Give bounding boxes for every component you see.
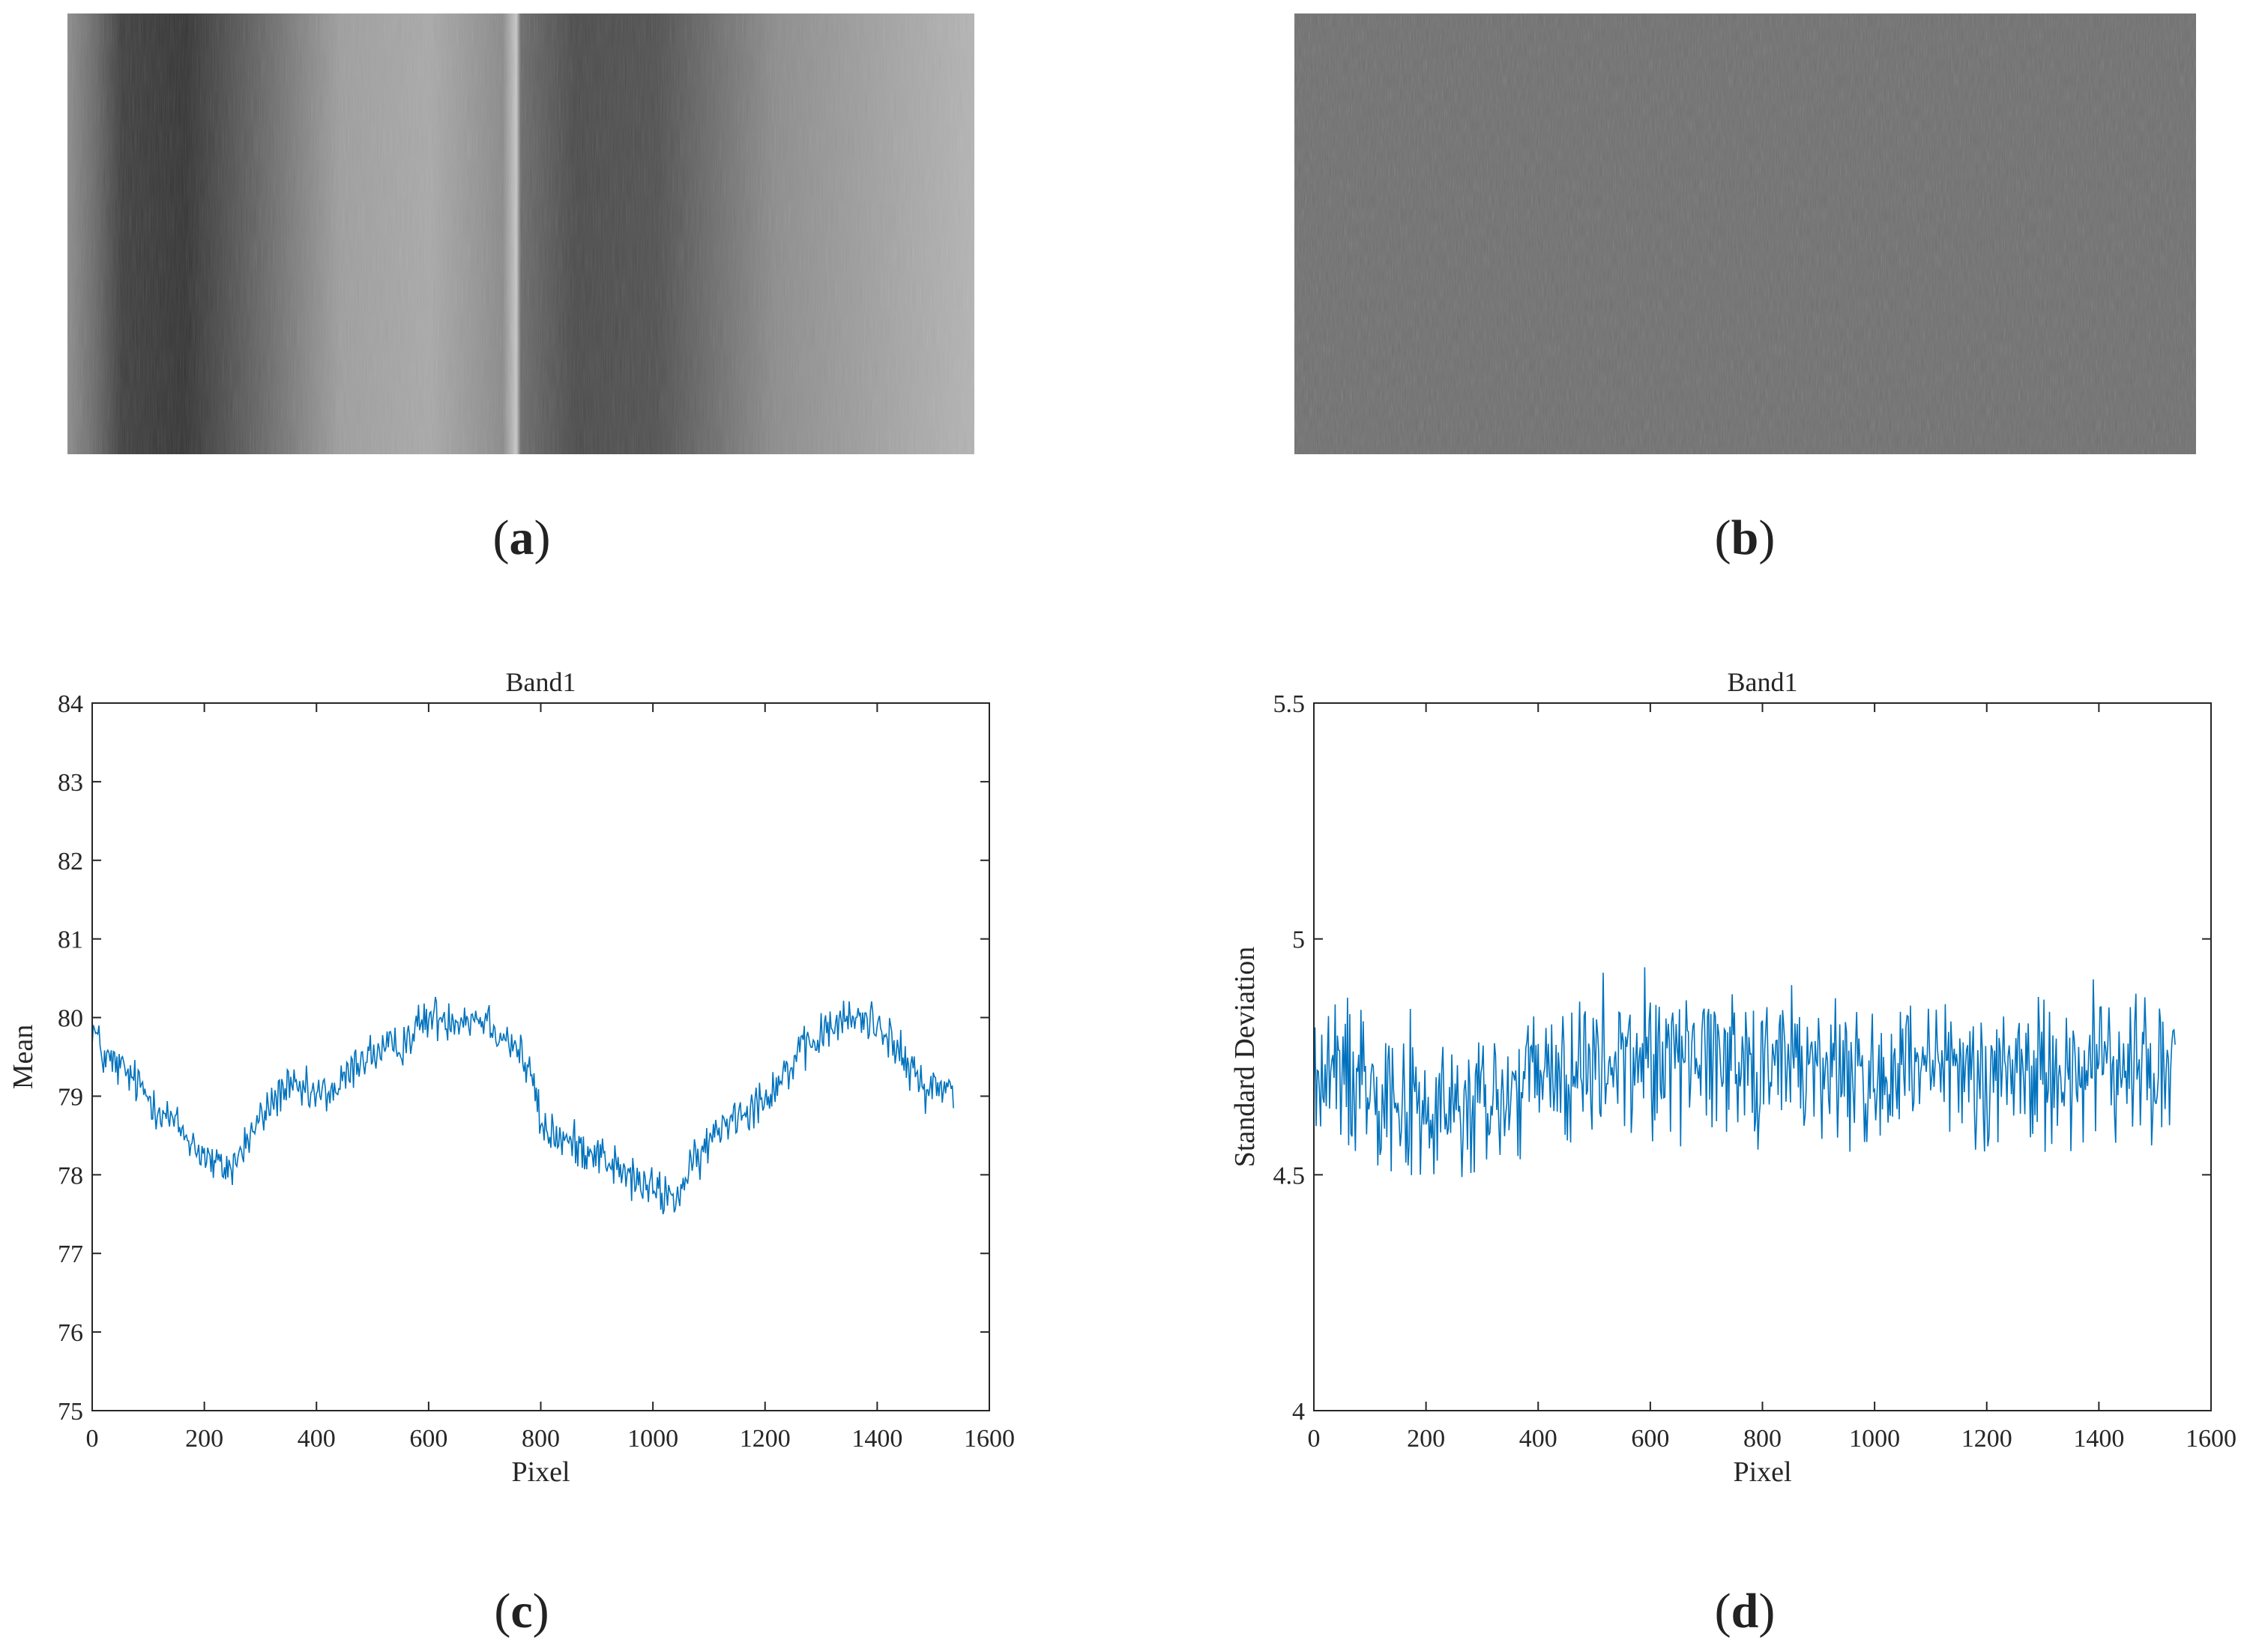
x-tick-label: 400 bbox=[1519, 1425, 1557, 1453]
x-tick-label: 1000 bbox=[627, 1425, 678, 1453]
chart-title: Band1 bbox=[506, 667, 576, 697]
y-tick-label: 4.5 bbox=[1273, 1162, 1306, 1190]
plot-frame bbox=[91, 702, 990, 1411]
y-tick-label: 81 bbox=[58, 926, 83, 954]
label-c: (c) bbox=[494, 1584, 549, 1639]
y-tick-label: 78 bbox=[58, 1162, 83, 1190]
x-axis-label: Pixel bbox=[1733, 1456, 1791, 1488]
x-tick-label: 1600 bbox=[964, 1425, 1015, 1453]
x-tick-label: 800 bbox=[522, 1425, 560, 1453]
y-tick-label: 84 bbox=[58, 690, 83, 718]
x-tick-label: 600 bbox=[409, 1425, 447, 1453]
y-tick-label: 80 bbox=[58, 1005, 83, 1033]
x-tick-label: 1400 bbox=[851, 1425, 902, 1453]
chart-title: Band1 bbox=[1728, 667, 1798, 697]
y-tick-label: 75 bbox=[58, 1398, 83, 1426]
x-tick-label: 200 bbox=[1407, 1425, 1445, 1453]
y-tick-label: 76 bbox=[58, 1319, 83, 1347]
chart-mean: 0 200 400 600 800 1000 1200 1400 1600 75 76 77 78 79 8… bbox=[7, 667, 1015, 1488]
image-b bbox=[1294, 13, 2196, 454]
x-tick-label: 1400 bbox=[2073, 1425, 2124, 1453]
x-tick-label: 1600 bbox=[2186, 1425, 2237, 1453]
series-line bbox=[91, 996, 954, 1215]
series-line bbox=[1313, 967, 2176, 1178]
label-d: (d) bbox=[1714, 1584, 1776, 1639]
label-a: (a) bbox=[492, 510, 551, 565]
y-axis-label: Mean bbox=[7, 1025, 39, 1090]
x-tick-label: 200 bbox=[185, 1425, 223, 1453]
y-tick-label: 77 bbox=[58, 1240, 83, 1268]
y-tick-label: 5.5 bbox=[1273, 690, 1306, 718]
image-a bbox=[67, 13, 974, 454]
chart-std: 0 200 400 600 800 1000 1200 1400 1600 4 4.5 5 5.5 Ban… bbox=[1229, 667, 2237, 1488]
x-tick-label: 1000 bbox=[1849, 1425, 1900, 1453]
x-tick-label: 800 bbox=[1743, 1425, 1782, 1453]
y-tick-label: 5 bbox=[1292, 926, 1305, 954]
y-axis-label: Standard Deviation bbox=[1229, 947, 1261, 1167]
x-axis-label: Pixel bbox=[511, 1456, 570, 1488]
x-tick-label: 1200 bbox=[1961, 1425, 2012, 1453]
x-tick-label: 600 bbox=[1631, 1425, 1669, 1453]
x-tick-label: 400 bbox=[298, 1425, 336, 1453]
y-tick-label: 82 bbox=[58, 848, 83, 875]
label-b: (b) bbox=[1714, 510, 1776, 565]
y-tick-label: 4 bbox=[1292, 1398, 1305, 1426]
x-tick-label: 0 bbox=[86, 1425, 99, 1453]
x-tick-label: 1200 bbox=[740, 1425, 791, 1453]
x-tick-label: 0 bbox=[1308, 1425, 1321, 1453]
y-tick-label: 79 bbox=[58, 1083, 83, 1111]
y-tick-label: 83 bbox=[58, 769, 83, 797]
